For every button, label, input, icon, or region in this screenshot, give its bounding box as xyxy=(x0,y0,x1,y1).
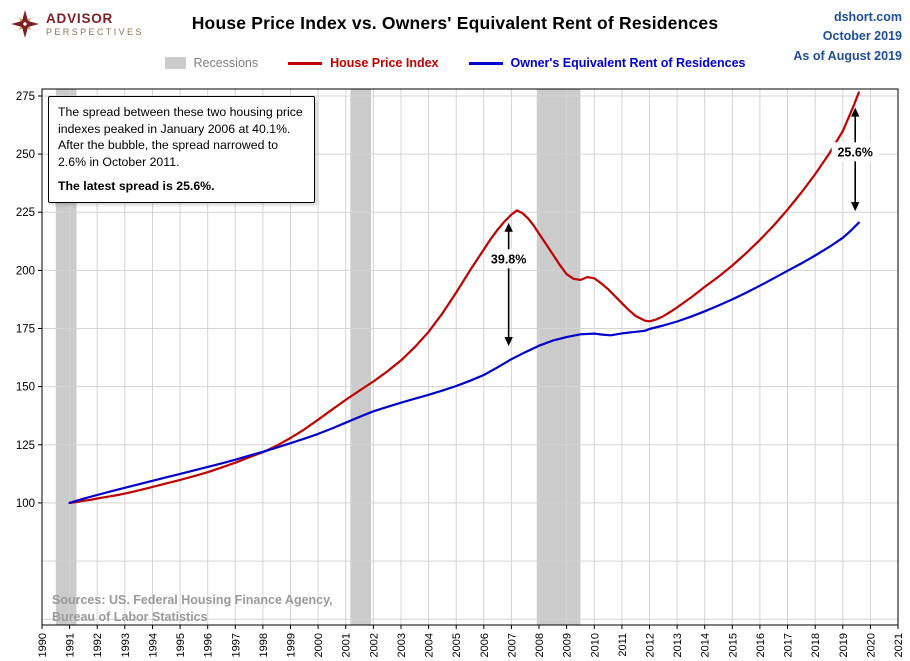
recession-band xyxy=(55,89,77,625)
annotation-latest: The latest spread is 25.6%. xyxy=(58,178,215,193)
x-tick-label: 1994 xyxy=(148,633,160,657)
x-tick-label: 1999 xyxy=(286,633,298,657)
x-tick-label: 2009 xyxy=(562,633,574,657)
x-tick-label: 2020 xyxy=(865,633,877,657)
x-tick-label: 2011 xyxy=(617,633,629,657)
meta-site: dshort.com xyxy=(833,10,902,24)
x-tick-label: 2017 xyxy=(783,633,795,657)
x-tick-label: 1996 xyxy=(203,633,215,657)
x-tick-label: 2003 xyxy=(396,633,408,657)
spread-arrow: 25.6% xyxy=(831,107,879,212)
x-tick-label: 2016 xyxy=(755,633,767,657)
x-tick-label: 2015 xyxy=(727,633,739,657)
legend: Recessions House Price Index Owner's Equ… xyxy=(0,56,910,70)
annotation-body: The spread between these two housing pri… xyxy=(58,105,303,170)
legend-label-hpi: House Price Index xyxy=(330,56,439,70)
y-tick-label: 175 xyxy=(16,324,35,336)
spread-label: 25.6% xyxy=(837,145,872,159)
spread-arrow: 39.8% xyxy=(485,222,533,346)
logo-perspectives: PERSPECTIVES xyxy=(46,27,144,37)
x-tick-label: 1990 xyxy=(37,633,49,657)
logo-advisor: ADVISOR xyxy=(46,11,114,26)
y-tick-label: 150 xyxy=(16,382,35,394)
x-tick-label: 2019 xyxy=(838,633,850,657)
sources-line-2: Bureau of Labor Statistics xyxy=(52,609,208,624)
x-tick-label: 1997 xyxy=(230,633,242,657)
sources-note: Sources: US. Federal Housing Finance Age… xyxy=(52,592,333,626)
x-tick-label: 2005 xyxy=(451,633,463,657)
y-tick-label: 200 xyxy=(16,265,35,277)
legend-label-recessions: Recessions xyxy=(193,56,259,70)
x-tick-label: 1992 xyxy=(92,633,104,657)
x-tick-label: 2000 xyxy=(313,633,325,657)
oer-line-swatch xyxy=(468,61,503,65)
y-tick-label: 250 xyxy=(16,149,35,161)
x-tick-label: 2002 xyxy=(368,633,380,657)
x-tick-label: 2014 xyxy=(700,633,712,657)
x-tick-label: 2018 xyxy=(810,633,822,657)
chart-title: House Price Index vs. Owners' Equivalent… xyxy=(191,13,719,33)
meta-as-of: As of August 2019 xyxy=(793,48,902,63)
advisor-perspectives-logo: ADVISOR PERSPECTIVES xyxy=(10,9,144,39)
recession-swatch xyxy=(164,57,186,69)
x-tick-label: 2008 xyxy=(534,633,546,657)
spread-label-bg xyxy=(485,249,533,269)
spread-label: 39.8% xyxy=(491,252,526,266)
legend-item-oer: Owner's Equivalent Rent of Residences xyxy=(468,56,746,70)
y-tick-label: 225 xyxy=(16,207,35,219)
meta-month: October 2019 xyxy=(822,29,902,44)
recession-band xyxy=(536,89,581,625)
recession-band xyxy=(350,89,372,625)
x-tick-label: 2007 xyxy=(506,633,518,657)
x-tick-label: 2004 xyxy=(424,633,436,657)
x-tick-label: 2013 xyxy=(672,633,684,657)
x-tick-label: 1998 xyxy=(258,633,270,657)
x-tick-label: 1991 xyxy=(65,633,77,657)
x-tick-label: 2012 xyxy=(645,633,657,657)
oer-line xyxy=(68,221,860,504)
plot-border xyxy=(41,88,899,626)
x-tick-label: 2006 xyxy=(479,633,491,657)
x-tick-label: 2021 xyxy=(893,633,905,657)
spread-label-bg xyxy=(831,142,879,162)
x-tick-label: 2001 xyxy=(341,633,353,657)
x-tick-label: 1993 xyxy=(120,633,132,657)
hpi-line-swatch xyxy=(288,61,323,65)
y-tick-label: 275 xyxy=(16,91,35,103)
logo-text: ADVISOR PERSPECTIVES xyxy=(46,11,144,37)
x-tick-label: 1995 xyxy=(175,633,187,657)
x-tick-label: 2010 xyxy=(589,633,601,657)
sources-line-1: Sources: US. Federal Housing Finance Age… xyxy=(52,593,333,607)
legend-item-hpi: House Price Index xyxy=(288,56,439,70)
hpi-line xyxy=(68,91,860,504)
y-tick-label: 100 xyxy=(16,498,35,510)
y-tick-label: 125 xyxy=(16,440,35,452)
meta-block: dshort.com October 2019 As of August 201… xyxy=(793,8,902,66)
legend-label-oer: Owner's Equivalent Rent of Residences xyxy=(510,56,746,70)
annotation-box: The spread between these two housing pri… xyxy=(48,96,315,203)
legend-item-recessions: Recessions xyxy=(164,56,259,70)
compass-icon xyxy=(11,10,39,38)
